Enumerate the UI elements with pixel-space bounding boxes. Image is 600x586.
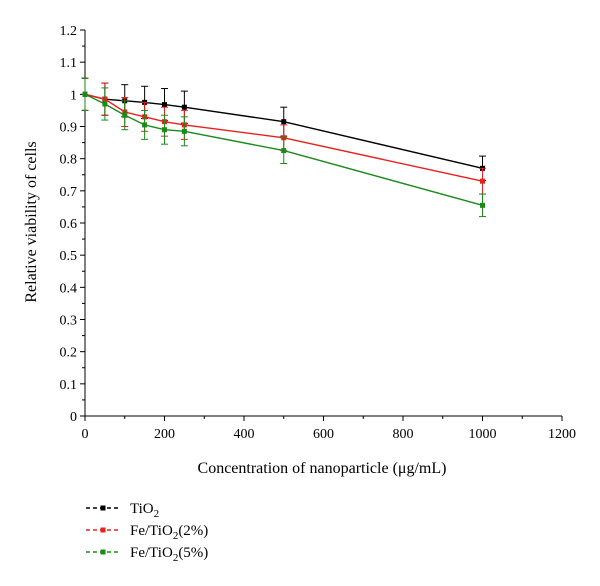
data-point <box>122 112 128 118</box>
y-tick-label: 0.9 <box>60 121 78 136</box>
y-tick-label: 1.2 <box>60 24 78 39</box>
y-tick-label: 1 <box>70 88 77 103</box>
x-tick-label: 600 <box>313 427 334 442</box>
y-tick-label: 0.1 <box>60 378 78 393</box>
data-point <box>480 202 485 208</box>
y-tick-label: 1.1 <box>60 56 78 71</box>
data-point <box>281 148 287 154</box>
series-line <box>84 93 483 206</box>
data-point <box>181 104 187 110</box>
x-tick-label: 400 <box>234 427 255 442</box>
legend-item: Fe/TiO2(2%) <box>86 523 208 542</box>
data-point <box>162 102 167 108</box>
data-point <box>142 122 148 128</box>
x-tick-label: 1200 <box>548 427 576 442</box>
y-axis-label: Relative viability of cells <box>23 141 40 302</box>
x-axis-label: Concentration of nanoparticle (μg/mL) <box>198 460 447 477</box>
legend-label: Fe/TiO2(2%) <box>130 523 208 542</box>
series-line <box>84 93 483 182</box>
legend: TiO2 Fe/TiO2(2%) Fe/TiO2(5%) <box>86 501 208 564</box>
y-tick-label: 0.8 <box>60 153 78 168</box>
data-point <box>480 178 485 184</box>
series-line <box>84 93 483 169</box>
data-point <box>82 91 88 97</box>
series-layer <box>81 77 486 218</box>
x-tick-label: 800 <box>393 427 414 442</box>
y-tick-label: 0.4 <box>60 281 78 296</box>
legend-swatch-marker <box>100 527 106 533</box>
legend-item: TiO2 <box>86 501 159 520</box>
legend-swatch-marker <box>100 549 106 555</box>
y-tick-label: 0.3 <box>60 314 78 329</box>
y-tick-label: 0 <box>70 410 77 425</box>
series-2 <box>81 77 486 218</box>
x-tick-label: 1000 <box>469 427 497 442</box>
legend-label: TiO2 <box>130 501 159 520</box>
y-tick-label: 0.7 <box>60 185 78 200</box>
data-point <box>181 128 187 134</box>
legend-swatch-marker <box>100 505 106 511</box>
series-1 <box>81 77 486 195</box>
y-tick-label: 0.5 <box>60 249 78 264</box>
y-tick-label: 0.6 <box>60 217 78 232</box>
legend-item: Fe/TiO2(5%) <box>86 545 208 564</box>
data-point <box>281 119 287 125</box>
data-point <box>102 101 108 107</box>
data-point <box>162 127 167 133</box>
y-tick-label: 0.2 <box>60 346 78 361</box>
legend-label: Fe/TiO2(5%) <box>130 545 208 564</box>
x-tick-label: 200 <box>154 427 175 442</box>
axes-layer: 0 200 400 600 800 1000 1200 0 0.1 0.2 0.3 0.4 0.5 0.6… <box>60 24 577 442</box>
x-tick-label: 0 <box>82 427 89 442</box>
